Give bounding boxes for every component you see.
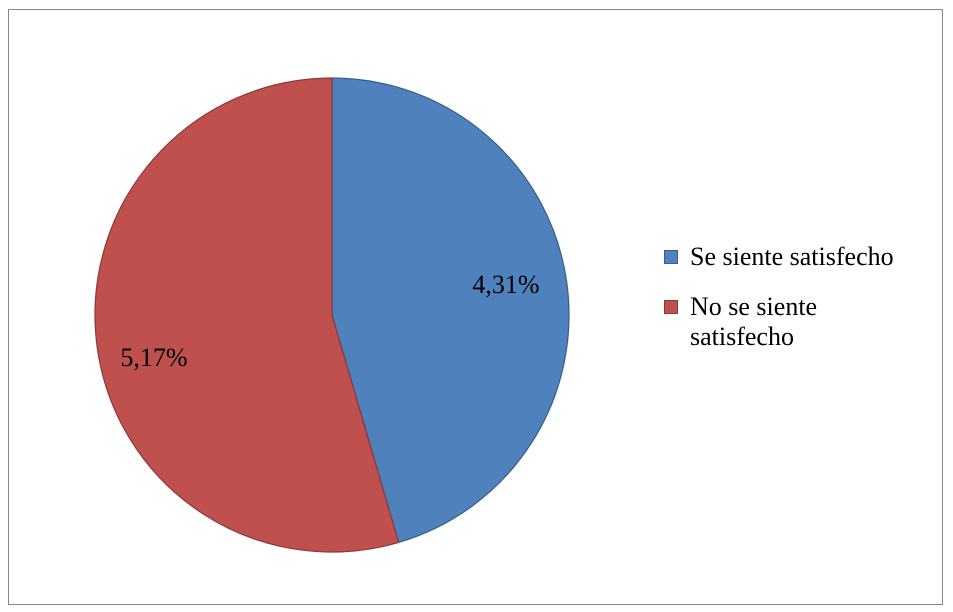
data-label-no-se-siente-satisfecho: 5,17%	[120, 343, 187, 372]
legend-item-no-se-siente-satisfecho: No se siente satisfecho	[664, 292, 900, 352]
legend-item-se-siente-satisfecho: Se siente satisfecho	[664, 242, 944, 272]
legend-swatch-blue	[664, 250, 678, 264]
legend-swatch-red	[664, 300, 678, 314]
data-label-se-siente-satisfecho: 4,31%	[472, 270, 539, 299]
legend-label: Se siente satisfecho	[690, 242, 894, 271]
pie-slice-se-siente-satisfecho	[331, 77, 570, 544]
pie-slices	[94, 77, 570, 553]
pie-slice-no-se-siente-satisfecho	[94, 77, 400, 553]
legend-label: No se siente satisfecho	[690, 292, 818, 351]
legend: Se siente satisfecho No se siente satisf…	[664, 242, 944, 372]
